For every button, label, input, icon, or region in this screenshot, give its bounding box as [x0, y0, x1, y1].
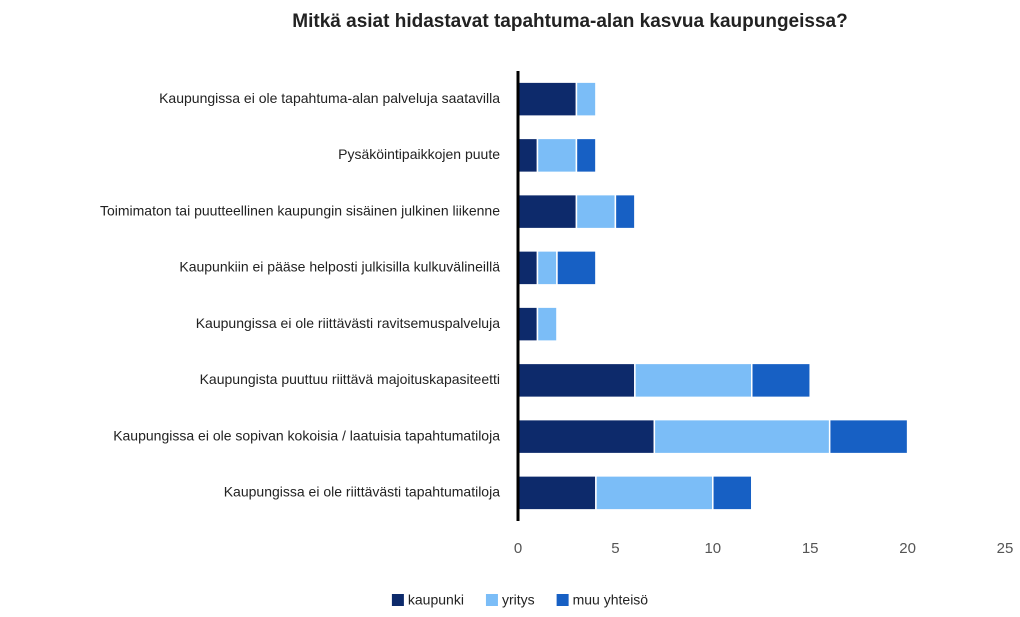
- x-tick-label: 10: [704, 540, 721, 557]
- bar-segment: [536, 250, 558, 286]
- y-tick-label: Kaupungista puuttuu riittävä majoituskap…: [200, 371, 500, 387]
- legend-label: yritys: [502, 592, 535, 608]
- legend-swatch: [556, 594, 569, 606]
- bar-segment: [751, 362, 811, 399]
- bar-segment: [653, 418, 831, 455]
- bar-segment: [634, 362, 753, 399]
- bar-segment: [517, 250, 539, 286]
- bar-segment: [536, 306, 558, 342]
- bar-segment: [575, 193, 617, 230]
- y-tick-label: Kaupungissa ei ole riittävästi tapahtuma…: [224, 484, 500, 500]
- bar-segment: [517, 81, 578, 117]
- x-tick-label: 20: [899, 540, 916, 557]
- bar-segment: [595, 475, 714, 511]
- bar-segment: [575, 81, 597, 117]
- legend-label: muu yhteisö: [573, 592, 649, 608]
- bar-segment: [828, 418, 909, 455]
- x-tick-label: 25: [997, 540, 1014, 557]
- y-tick-label: Kaupungissa ei ole tapahtuma-alan palvel…: [159, 90, 500, 106]
- y-tick-label: Kaupungissa ei ole sopivan kokoisia / la…: [113, 427, 500, 443]
- chart-title: Mitkä asiat hidastavat tapahtuma-alan ka…: [292, 11, 847, 32]
- legend-swatch: [391, 594, 404, 606]
- x-tick-label: 15: [802, 540, 819, 557]
- bar-segment: [536, 137, 578, 174]
- y-tick-label: Kaupunkiin ei pääse helposti julkisilla …: [179, 259, 500, 275]
- bar-segment: [517, 193, 578, 230]
- bar-segment: [517, 137, 539, 174]
- y-tick-label: Pysäköintipaikkojen puute: [338, 146, 500, 162]
- y-tick-label: Kaupungissa ei ole riittävästi ravitsemu…: [196, 315, 500, 331]
- bar-segment: [556, 250, 597, 286]
- bar-segment: [517, 475, 597, 511]
- y-tick-label: Toimimaton tai puutteellinen kaupungin s…: [100, 202, 500, 218]
- bar-segment: [517, 418, 656, 455]
- bar-segment: [614, 193, 636, 230]
- bar-segment: [575, 137, 597, 174]
- bar-segment: [517, 306, 539, 342]
- legend-swatch: [485, 594, 498, 606]
- x-tick-label: 5: [611, 540, 619, 557]
- legend-label: kaupunki: [408, 592, 464, 608]
- bar-segment: [712, 475, 753, 511]
- bar-segment: [517, 362, 636, 399]
- x-tick-label: 0: [514, 540, 522, 557]
